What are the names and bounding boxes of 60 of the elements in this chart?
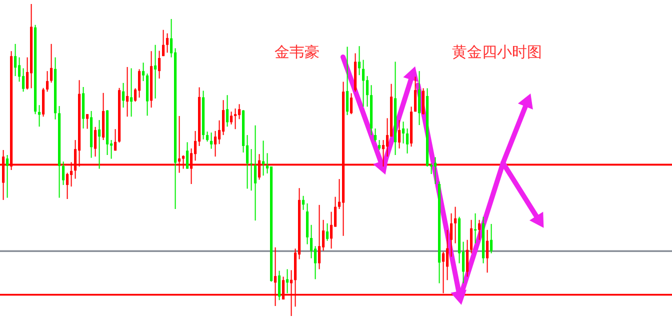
candlestick [142,62,145,82]
candlestick [234,108,237,130]
candlestick [358,46,361,76]
candlestick [6,154,9,198]
candlestick [402,121,405,144]
candlestick [14,43,17,77]
text: 黄金四小时图 [452,43,542,61]
candlestick [214,130,217,158]
candlestick [154,44,157,100]
candlestick [446,229,449,281]
candlestick [66,172,69,200]
candlestick [238,104,241,120]
candlestick [86,114,89,130]
candlestick [166,32,169,54]
candlestick [94,126,97,158]
candlestick [302,195,305,210]
candlestick [262,140,265,176]
candlestick [122,82,125,108]
candlestick [22,68,25,92]
candlestick [230,111,233,125]
candlestick [186,142,189,170]
candlestick [374,128,377,142]
candlestick [350,92,353,115]
candlestick [318,204,321,270]
candlestick [398,120,401,149]
candlestick [210,132,213,150]
annotation: 金韦豪 [274,43,320,61]
candlestick [362,59,365,108]
candlestick [378,140,381,151]
candlestick [434,156,437,185]
candlestick [286,268,289,294]
candlestick [126,66,129,118]
candlestick [50,43,53,84]
candlestick [450,212,453,258]
candlestick [114,128,117,152]
candlestick [278,270,281,301]
candlestick [326,222,329,242]
candlestick [478,219,481,240]
candlestick [158,50,161,80]
candlestick [490,223,493,254]
candlestick [162,29,165,57]
candlestick [454,206,457,244]
candlestick [62,161,65,186]
candlestick [254,124,257,222]
candlestick [222,100,225,136]
candlestick [346,46,349,116]
candlestick [46,70,49,92]
candlestick [406,128,409,154]
candlestick [466,239,469,278]
candlestick [330,211,333,250]
candlestick [418,70,421,126]
candlestick [422,88,425,115]
candlestick [38,104,41,128]
candlestick [206,131,209,142]
candlestick [470,219,473,254]
candlestick [98,120,101,170]
candlestick [486,229,489,274]
candlestick [414,76,417,112]
candlestick [138,68,141,98]
candlestick [226,94,229,128]
